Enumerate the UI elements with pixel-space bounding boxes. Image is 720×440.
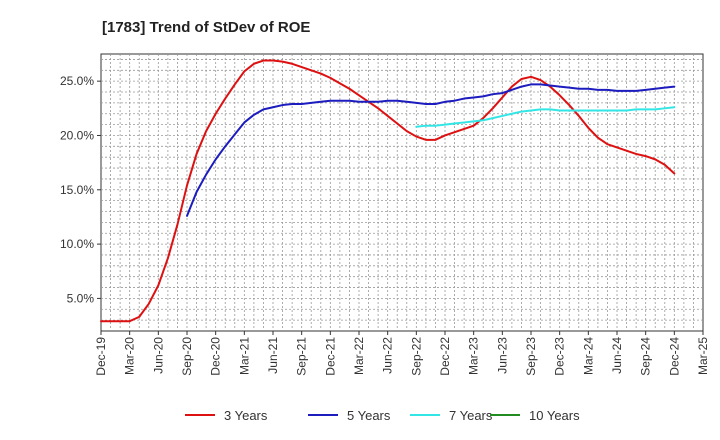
x-tick-label: Jun-21 [266, 337, 280, 374]
gridlines [101, 54, 703, 331]
y-tick-label: 25.0% [60, 74, 94, 88]
series-line [415, 106, 676, 128]
x-tick-label: Sep-23 [524, 337, 538, 376]
x-tick-label: Mar-20 [123, 337, 137, 375]
x-tick-label: Mar-21 [237, 337, 251, 375]
series-line [186, 83, 676, 217]
x-tick-label: Jun-24 [610, 337, 624, 374]
x-tick-label: Sep-22 [409, 337, 423, 376]
x-tick-label: Mar-24 [581, 337, 595, 375]
legend-label: 5 Years [347, 408, 391, 423]
legend-label: 10 Years [529, 408, 580, 423]
y-tick-label: 5.0% [67, 291, 95, 305]
legend-label: 3 Years [224, 408, 268, 423]
plot-area [100, 53, 704, 332]
x-tick-label: Sep-24 [639, 337, 653, 376]
x-tick-label: Mar-23 [467, 337, 481, 375]
series-lines [100, 59, 676, 323]
x-tick-label: Dec-22 [438, 337, 452, 376]
x-tick-label: Dec-23 [553, 337, 567, 376]
series-line [100, 59, 676, 323]
x-tick-label: Sep-20 [180, 337, 194, 376]
x-tick-label: Dec-20 [209, 337, 223, 376]
legend: 3 Years 5 Years 7 Years 10 Years [185, 408, 580, 423]
chart-title: [1783] Trend of StDev of ROE [102, 19, 310, 36]
legend-label: 7 Years [449, 408, 493, 423]
x-tick-label: Dec-19 [94, 337, 108, 376]
x-tick-label: Jun-23 [495, 337, 509, 374]
y-tick-label: 10.0% [60, 237, 94, 251]
axes: 5.0% 10.0% 15.0% 20.0% 25.0% Dec-19 Mar-20 Jun-… [60, 74, 710, 376]
x-tick-label: Jun-22 [381, 337, 395, 374]
x-tick-label: Jun-20 [151, 337, 165, 374]
y-tick-label: 15.0% [60, 183, 94, 197]
y-tick-label: 20.0% [60, 128, 94, 142]
x-tick-label: Dec-24 [667, 337, 681, 376]
x-tick-label: Dec-21 [323, 337, 337, 376]
x-tick-label: Mar-25 [696, 337, 710, 375]
x-tick-label: Sep-21 [295, 337, 309, 376]
x-tick-label: Mar-22 [352, 337, 366, 375]
